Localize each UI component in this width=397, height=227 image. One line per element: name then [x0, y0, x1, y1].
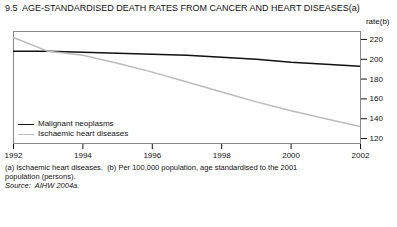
html-text:Source: AIHW 2004a.: Source: AIHW 2004a. — [5, 181, 80, 190]
svg-text:140: 140 — [370, 114, 384, 123]
svg-text:2000: 2000 — [282, 151, 300, 160]
svg-text:1994: 1994 — [74, 151, 92, 160]
svg-text:1996: 1996 — [143, 151, 161, 160]
svg-text:160: 160 — [370, 94, 384, 103]
html-text:9.5 AGE-STANDARDISED DEATH RAT: 9.5 AGE-STANDARDISED DEATH RATES FROM CA… — [5, 3, 360, 13]
svg-text:120: 120 — [370, 134, 384, 143]
svg-text:180: 180 — [370, 75, 384, 84]
svg-text:220: 220 — [370, 35, 384, 44]
html-text:Malignant neoplasms: Malignant neoplasms — [38, 119, 114, 128]
svg-text:1998: 1998 — [213, 151, 231, 160]
svg-text:200: 200 — [370, 55, 384, 64]
html-text:population (persons).: population (persons). — [5, 172, 76, 181]
html-text:(a) Ischaemic heart diseases.: (a) Ischaemic heart diseases. (b) Per 10… — [5, 163, 298, 172]
svg-text:2002: 2002 — [352, 151, 370, 160]
svg-text:1992: 1992 — [5, 151, 23, 160]
html-text:Ischaemic heart diseases: Ischaemic heart diseases — [38, 129, 129, 138]
svg-text:rate(b): rate(b) — [366, 17, 390, 26]
